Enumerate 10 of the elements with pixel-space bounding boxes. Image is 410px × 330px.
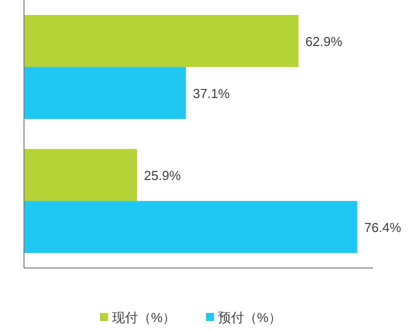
data-label: 62.9% [305,34,343,49]
data-label: 25.9% [144,168,182,183]
data-label: 37.1% [192,86,230,101]
legend-label: 预付（%） [218,310,282,325]
bar [24,201,358,253]
bar [24,149,137,201]
bar [24,15,298,67]
data-label: 76.4% [364,220,402,235]
legend-label: 现付（%） [112,310,176,325]
bar [24,67,186,119]
